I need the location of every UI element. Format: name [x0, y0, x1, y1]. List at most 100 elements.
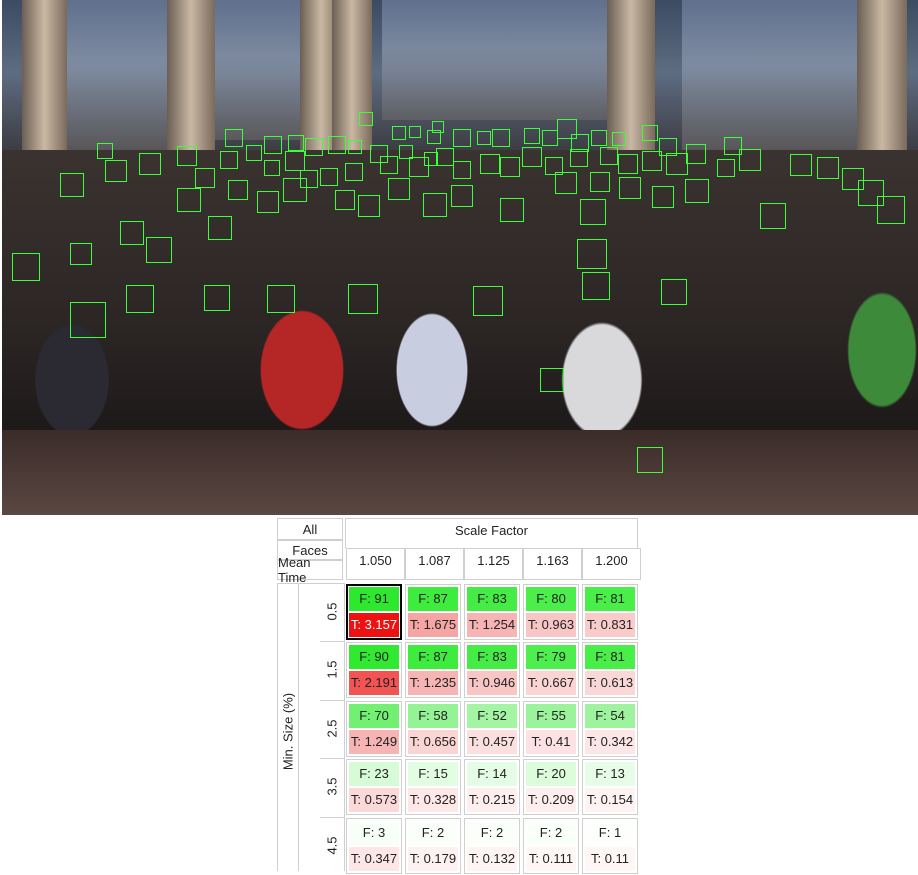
mean-time-value: T: 0.209 [526, 788, 576, 812]
faces-count: F: 20 [526, 762, 576, 786]
result-cell[interactable]: F: 80 T: 0.963 [523, 584, 579, 640]
result-cell[interactable]: F: 14 T: 0.215 [464, 759, 520, 815]
mean-time-value: T: 0.457 [467, 730, 517, 754]
scale-factor-value[interactable]: 1.163 [523, 548, 582, 580]
face-box [642, 151, 662, 171]
scale-factor-value[interactable]: 1.050 [346, 548, 405, 580]
mean-time-value: T: 0.41 [526, 730, 576, 754]
face-box [320, 168, 338, 186]
faces-count: F: 2 [467, 821, 517, 845]
face-box [555, 172, 577, 194]
face-box [582, 272, 610, 300]
min-size-value: 1.5 [324, 660, 340, 679]
face-box [540, 368, 564, 392]
face-box [423, 193, 447, 217]
result-cell[interactable]: F: 79 T: 0.667 [523, 642, 579, 698]
face-box [348, 140, 362, 154]
result-cell[interactable]: F: 83 T: 0.946 [464, 642, 520, 698]
face-box [432, 121, 444, 133]
face-box [70, 302, 106, 338]
result-cell[interactable]: F: 87 T: 1.675 [405, 584, 461, 640]
face-box [661, 279, 687, 305]
min-size-row-label[interactable]: 1.5 [320, 641, 344, 699]
result-cell[interactable]: F: 2 T: 0.132 [464, 818, 520, 874]
face-box [790, 154, 812, 176]
result-cell[interactable]: F: 90 T: 2.191 [346, 642, 402, 698]
result-cell[interactable]: F: 1 T: 0.11 [582, 818, 638, 874]
face-box [285, 151, 305, 171]
face-box [545, 157, 563, 175]
face-box [619, 177, 641, 199]
face-box [590, 172, 610, 192]
result-cell[interactable]: F: 15 T: 0.328 [405, 759, 461, 815]
faces-count: F: 1 [585, 821, 635, 845]
face-box [717, 159, 735, 177]
face-box [12, 253, 40, 281]
mean-time-value: T: 2.191 [349, 671, 399, 695]
face-box [359, 112, 373, 126]
result-cell[interactable]: F: 2 T: 0.179 [405, 818, 461, 874]
face-box [760, 203, 786, 229]
face-box [60, 173, 84, 197]
face-box [612, 132, 626, 146]
min-size-row-label[interactable]: 3.5 [320, 758, 344, 816]
min-size-axis: Min. Size (%) [277, 583, 299, 871]
result-cell[interactable]: F: 70 T: 1.249 [346, 701, 402, 757]
face-box [571, 134, 589, 152]
min-size-value: 3.5 [324, 777, 340, 796]
face-box [146, 237, 172, 263]
face-box [480, 154, 500, 174]
face-box [283, 178, 307, 202]
face-box [392, 126, 406, 140]
result-cell[interactable]: F: 23 T: 0.573 [346, 759, 402, 815]
face-box [842, 168, 864, 190]
mean-time-toggle[interactable]: Mean Time [277, 555, 343, 585]
result-cell[interactable]: F: 54 T: 0.342 [582, 701, 638, 757]
mean-time-value: T: 3.157 [349, 613, 399, 637]
result-cell[interactable]: F: 55 T: 0.41 [523, 701, 579, 757]
face-box [305, 138, 323, 156]
result-cell[interactable]: F: 13 T: 0.154 [582, 759, 638, 815]
result-cell[interactable]: F: 3 T: 0.347 [346, 818, 402, 874]
faces-count: F: 55 [526, 704, 576, 728]
face-box [225, 129, 243, 147]
face-box [228, 180, 248, 200]
face-box [542, 130, 558, 146]
face-box [105, 160, 127, 182]
faces-count: F: 58 [408, 704, 458, 728]
face-box [580, 199, 606, 225]
faces-count: F: 14 [467, 762, 517, 786]
faces-toggle[interactable]: Faces [277, 540, 343, 560]
face-box [524, 128, 540, 144]
result-cell[interactable]: F: 81 T: 0.613 [582, 642, 638, 698]
scale-factor-value[interactable]: 1.200 [582, 548, 641, 580]
result-cell[interactable]: F: 87 T: 1.235 [405, 642, 461, 698]
scale-factor-value[interactable]: 1.125 [464, 548, 523, 580]
face-box [345, 163, 363, 181]
result-cell[interactable]: F: 91 T: 3.157 [346, 584, 402, 640]
faces-count: F: 23 [349, 762, 399, 786]
face-box [288, 135, 304, 151]
face-box [120, 221, 144, 245]
face-box [264, 160, 280, 176]
result-cell[interactable]: F: 58 T: 0.656 [405, 701, 461, 757]
all-toggle[interactable]: All [277, 518, 343, 540]
face-box [685, 179, 709, 203]
face-box [451, 185, 473, 207]
min-size-row-label[interactable]: 2.5 [320, 700, 344, 758]
face-box [600, 147, 618, 165]
mean-time-value: T: 0.179 [408, 847, 458, 871]
min-size-value: 4.5 [324, 836, 340, 855]
min-size-row-label[interactable]: 0.5 [320, 583, 344, 641]
min-size-row-label[interactable]: 4.5 [320, 817, 344, 875]
result-cell[interactable]: F: 81 T: 0.831 [582, 584, 638, 640]
result-cell[interactable]: F: 52 T: 0.457 [464, 701, 520, 757]
result-cell[interactable]: F: 83 T: 1.254 [464, 584, 520, 640]
face-box [424, 152, 438, 166]
face-box [817, 157, 839, 179]
result-cell[interactable]: F: 2 T: 0.111 [523, 818, 579, 874]
result-cell[interactable]: F: 20 T: 0.209 [523, 759, 579, 815]
scale-factor-value[interactable]: 1.087 [405, 548, 464, 580]
faces-count: F: 81 [585, 587, 635, 611]
face-box [348, 284, 378, 314]
